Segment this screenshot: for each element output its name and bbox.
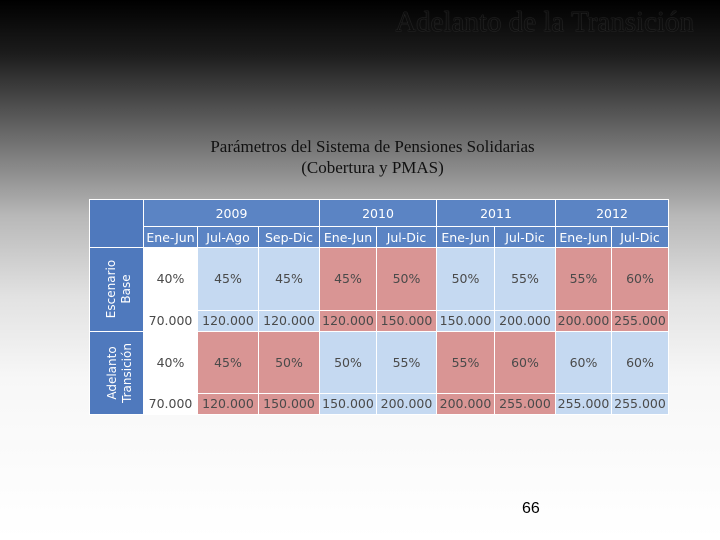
pmas-cell: 200.000 <box>376 392 437 416</box>
year-header-row: 2009 2010 2011 2012 <box>89 198 669 249</box>
coverage-cell: 50% <box>376 247 437 311</box>
period-header: Jul-Dic <box>494 226 556 249</box>
coverage-cell: 60% <box>611 330 669 394</box>
coverage-cell: 40% <box>143 330 198 394</box>
base-pmas-row: 70.000 120.000 120.000 120.000 150.000 1… <box>90 309 669 332</box>
coverage-cell: 50% <box>258 330 320 394</box>
pmas-cell: 70.000 <box>143 392 198 416</box>
year-2010-header: 2010 <box>319 198 437 228</box>
pmas-cell: 255.000 <box>494 392 556 416</box>
slide-title: Adelanto de la Transición <box>395 6 694 38</box>
period-header: Ene-Jun <box>436 226 495 249</box>
pmas-cell: 120.000 <box>258 309 320 332</box>
pmas-cell: 150.000 <box>376 309 437 332</box>
coverage-cell: 60% <box>611 247 669 311</box>
pmas-cell: 255.000 <box>611 309 669 332</box>
period-header: Jul-Ago <box>197 226 259 249</box>
subtitle-line-2: (Cobertura y PMAS) <box>301 158 444 177</box>
subtitle-line-1: Parámetros del Sistema de Pensiones Soli… <box>210 137 535 156</box>
pmas-cell: 200.000 <box>494 309 556 332</box>
period-header: Sep-Dic <box>258 226 320 249</box>
scenario-label-line: Base <box>119 274 134 305</box>
year-2009-header: 2009 <box>143 198 320 228</box>
slide-subtitle: Parámetros del Sistema de Pensiones Soli… <box>120 136 625 178</box>
pmas-cell: 150.000 <box>258 392 320 416</box>
pmas-cell: 120.000 <box>197 392 259 416</box>
coverage-cell: 45% <box>197 330 259 394</box>
scenario-label-line: Adelanto <box>104 346 119 400</box>
pmas-cell: 255.000 <box>611 392 669 416</box>
coverage-cell: 45% <box>197 247 259 311</box>
scenario-label-line: Transición <box>119 342 134 403</box>
coverage-cell: 55% <box>494 247 556 311</box>
pmas-cell: 255.000 <box>555 392 612 416</box>
coverage-cell: 40% <box>143 247 198 311</box>
scenario-label-base: Escenario Base <box>89 247 144 332</box>
coverage-cell: 60% <box>494 330 556 394</box>
scenario-label-line: Escenario <box>104 260 119 319</box>
coverage-cell: 55% <box>436 330 495 394</box>
coverage-cell: 50% <box>319 330 377 394</box>
pmas-cell: 150.000 <box>436 309 495 332</box>
transition-pmas-row: 70.000 120.000 150.000 150.000 200.000 2… <box>90 392 669 416</box>
coverage-cell: 45% <box>258 247 320 311</box>
pmas-cell: 120.000 <box>197 309 259 332</box>
pmas-cell: 120.000 <box>319 309 377 332</box>
page-number: 66 <box>522 500 540 517</box>
pmas-cell: 150.000 <box>319 392 377 416</box>
base-coverage-row: Escenario Base 40% 45% 45% 45% 50% 50% 5… <box>89 247 669 332</box>
pmas-cell: 200.000 <box>555 309 612 332</box>
period-header: Ene-Jun <box>143 226 198 249</box>
pmas-cell: 70.000 <box>143 309 198 332</box>
period-header: Jul-Dic <box>611 226 669 249</box>
period-header: Jul-Dic <box>376 226 437 249</box>
period-header: Ene-Jun <box>319 226 377 249</box>
coverage-cell: 60% <box>555 330 612 394</box>
scenario-label-transition: Adelanto Transición <box>89 330 144 416</box>
coverage-cell: 55% <box>555 247 612 311</box>
pmas-cell: 200.000 <box>436 392 495 416</box>
transition-coverage-row: Adelanto Transición 40% 45% 50% 50% 55% … <box>89 330 669 416</box>
parameters-table: 2009 2010 2011 2012 Ene-Jun Jul-Ago Sep-… <box>89 198 669 416</box>
coverage-cell: 55% <box>376 330 437 394</box>
year-2011-header: 2011 <box>436 198 556 228</box>
period-header: Ene-Jun <box>555 226 612 249</box>
year-2012-header: 2012 <box>555 198 669 228</box>
coverage-cell: 45% <box>319 247 377 311</box>
period-header-row: Ene-Jun Jul-Ago Sep-Dic Ene-Jun Jul-Dic … <box>89 226 669 249</box>
table-corner <box>89 198 144 249</box>
coverage-cell: 50% <box>436 247 495 311</box>
